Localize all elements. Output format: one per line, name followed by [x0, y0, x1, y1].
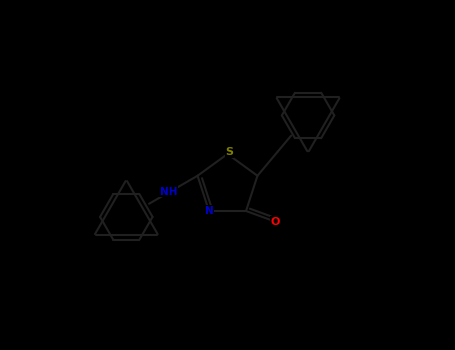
Text: N: N [205, 206, 213, 216]
Text: NH: NH [160, 187, 177, 196]
Text: O: O [270, 217, 280, 226]
Text: S: S [225, 147, 233, 157]
